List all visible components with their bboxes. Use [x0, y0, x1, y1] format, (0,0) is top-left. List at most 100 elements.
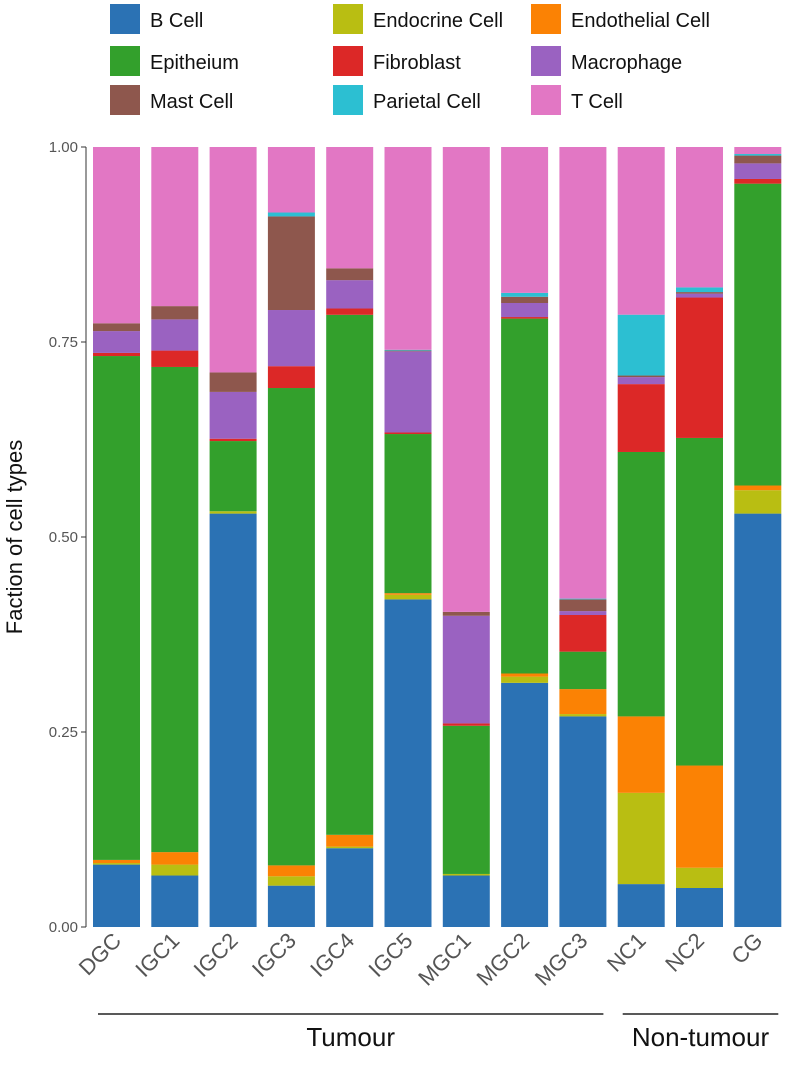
- bar-segment-igc3-t-cell: [267, 147, 315, 213]
- bar-segment-nc1-t-cell: [617, 147, 665, 315]
- legend-item-b-cell: B Cell: [110, 4, 203, 34]
- bar-segment-nc2-b-cell: [676, 888, 723, 927]
- x-tick-label-mgc3: MGC3: [530, 928, 593, 991]
- bar-segment-igc5-parietal-cell: [384, 349, 432, 351]
- legend-swatch-mast-cell: [110, 85, 140, 115]
- legend-label-endocrine-cell: Endocrine Cell: [373, 10, 503, 32]
- bar-segment-nc1-endothelial-cell: [617, 716, 665, 793]
- bar-stack-igc3: [267, 147, 315, 927]
- legend-swatch-endocrine-cell: [333, 4, 363, 34]
- bar-segment-igc3-macrophage: [267, 310, 315, 367]
- bar-segment-nc1-parietal-cell: [617, 314, 665, 376]
- bar-segment-mgc1-fibroblast: [442, 723, 490, 726]
- bar-segment-igc1-fibroblast: [151, 350, 199, 367]
- bar-segment-igc3-mast-cell: [267, 216, 315, 311]
- bar-segment-igc5-endothelial-cell: [384, 593, 432, 595]
- y-tick-label: 0.00: [49, 919, 78, 936]
- bar-segment-mgc3-t-cell: [559, 147, 607, 599]
- legend-item-mast-cell: Mast Cell: [110, 85, 233, 115]
- group-non-tumour: Non-tumour: [622, 1013, 779, 1052]
- y-tick-label: 1.00: [49, 139, 78, 156]
- bar-segment-mgc3-fibroblast: [559, 615, 607, 652]
- bar-segment-mgc1-mast-cell: [442, 611, 490, 616]
- y-tick-label: 0.75: [49, 334, 78, 351]
- legend-label-mast-cell: Mast Cell: [150, 91, 233, 113]
- bar-segment-igc4-t-cell: [326, 147, 374, 269]
- legend-label-endothelial-cell: Endothelial Cell: [571, 10, 710, 32]
- bar-segment-igc2-endocrine-cell: [209, 511, 257, 514]
- bar-segment-nc2-t-cell: [676, 147, 723, 288]
- bar-segment-igc2-macrophage: [209, 391, 257, 439]
- bar-segment-mgc1-t-cell: [442, 147, 490, 612]
- bar-segment-cg-mast-cell: [734, 155, 782, 164]
- x-tick-label-igc3: IGC3: [247, 928, 301, 982]
- bar-segment-mgc2-endothelial-cell: [501, 673, 549, 677]
- bar-stack-nc2: [676, 147, 723, 927]
- bar-segment-mgc2-parietal-cell: [501, 292, 549, 297]
- bar-segment-igc3-fibroblast: [267, 366, 315, 389]
- x-tick-label-mgc2: MGC2: [472, 928, 535, 991]
- bar-segment-mgc1-b-cell: [442, 875, 490, 927]
- bar-segment-igc1-macrophage: [151, 319, 199, 351]
- bar-stack-igc1: [151, 147, 199, 927]
- bar-segment-mgc3-b-cell: [559, 716, 607, 927]
- bar-stack-igc2: [209, 147, 257, 927]
- bar-segment-mgc3-endothelial-cell: [559, 689, 607, 715]
- bar-segment-igc3-b-cell: [267, 885, 315, 927]
- legend-item-t-cell: T Cell: [531, 85, 623, 115]
- legend-label-macrophage: Macrophage: [571, 52, 682, 74]
- bar-segment-dgc-fibroblast: [93, 352, 140, 357]
- bar-segment-igc5-endocrine-cell: [384, 594, 432, 600]
- bar-segment-nc2-fibroblast: [676, 297, 723, 438]
- bar-segment-nc2-parietal-cell: [676, 287, 723, 293]
- bar-segment-dgc-t-cell: [93, 147, 140, 324]
- x-tick-label-mgc1: MGC1: [413, 928, 476, 991]
- bar-segment-igc5-b-cell: [384, 599, 432, 927]
- legend-swatch-b-cell: [110, 4, 140, 34]
- legend-swatch-epitheium: [110, 46, 140, 76]
- bar-segment-mgc2-mast-cell: [501, 296, 549, 303]
- bar-segment-cg-fibroblast: [734, 178, 782, 184]
- x-tick-label-nc2: NC2: [660, 928, 709, 977]
- legend-label-epitheium: Epitheium: [150, 52, 239, 74]
- bar-segment-igc4-macrophage: [326, 280, 374, 309]
- x-tick-label-dgc: DGC: [74, 928, 126, 980]
- group-label-non-tumour: Non-tumour: [632, 1022, 770, 1052]
- bar-segment-dgc-epitheium: [93, 356, 140, 860]
- bar-segment-igc1-endothelial-cell: [151, 852, 199, 865]
- bar-segment-nc1-mast-cell: [617, 375, 665, 378]
- bar-segment-igc3-endothelial-cell: [267, 865, 315, 877]
- y-tick-label: 0.50: [49, 529, 78, 546]
- y-axis: 0.00 0.25 0.50 0.75 1.00: [49, 139, 87, 936]
- bar-stack-cg: [734, 147, 782, 927]
- bar-segment-igc1-b-cell: [151, 875, 199, 927]
- bar-segment-igc4-mast-cell: [326, 268, 374, 281]
- bar-segment-igc4-epitheium: [326, 314, 374, 835]
- legend-item-epitheium: Epitheium: [110, 46, 239, 76]
- x-tick-label-igc5: IGC5: [364, 928, 418, 982]
- bar-segment-igc5-t-cell: [384, 147, 432, 350]
- legend-item-endothelial-cell: Endothelial Cell: [531, 4, 710, 34]
- bar-segment-cg-endothelial-cell: [734, 485, 782, 491]
- group-label-tumour: Tumour: [306, 1022, 395, 1052]
- bar-segment-cg-parietal-cell: [734, 154, 782, 156]
- bar-stack-mgc2: [501, 147, 549, 927]
- bar-segment-nc2-endocrine-cell: [676, 867, 723, 888]
- bar-segment-mgc1-macrophage: [442, 615, 490, 724]
- legend-label-fibroblast: Fibroblast: [373, 52, 461, 74]
- bar-segment-dgc-endocrine-cell: [93, 863, 140, 865]
- bar-segment-igc3-parietal-cell: [267, 212, 315, 217]
- bar-segment-igc2-b-cell: [209, 513, 257, 927]
- bar-segment-igc2-t-cell: [209, 147, 257, 373]
- bar-segment-dgc-endothelial-cell: [93, 859, 140, 864]
- bar-segment-igc5-fibroblast: [384, 432, 432, 435]
- bar-segment-dgc-mast-cell: [93, 323, 140, 332]
- bar-segment-igc4-fibroblast: [326, 308, 374, 315]
- bars: [93, 147, 782, 927]
- bar-segment-igc3-epitheium: [267, 388, 315, 866]
- bar-segment-igc3-endocrine-cell: [267, 876, 315, 886]
- legend-item-fibroblast: Fibroblast: [333, 46, 461, 76]
- bar-stack-igc4: [326, 147, 374, 927]
